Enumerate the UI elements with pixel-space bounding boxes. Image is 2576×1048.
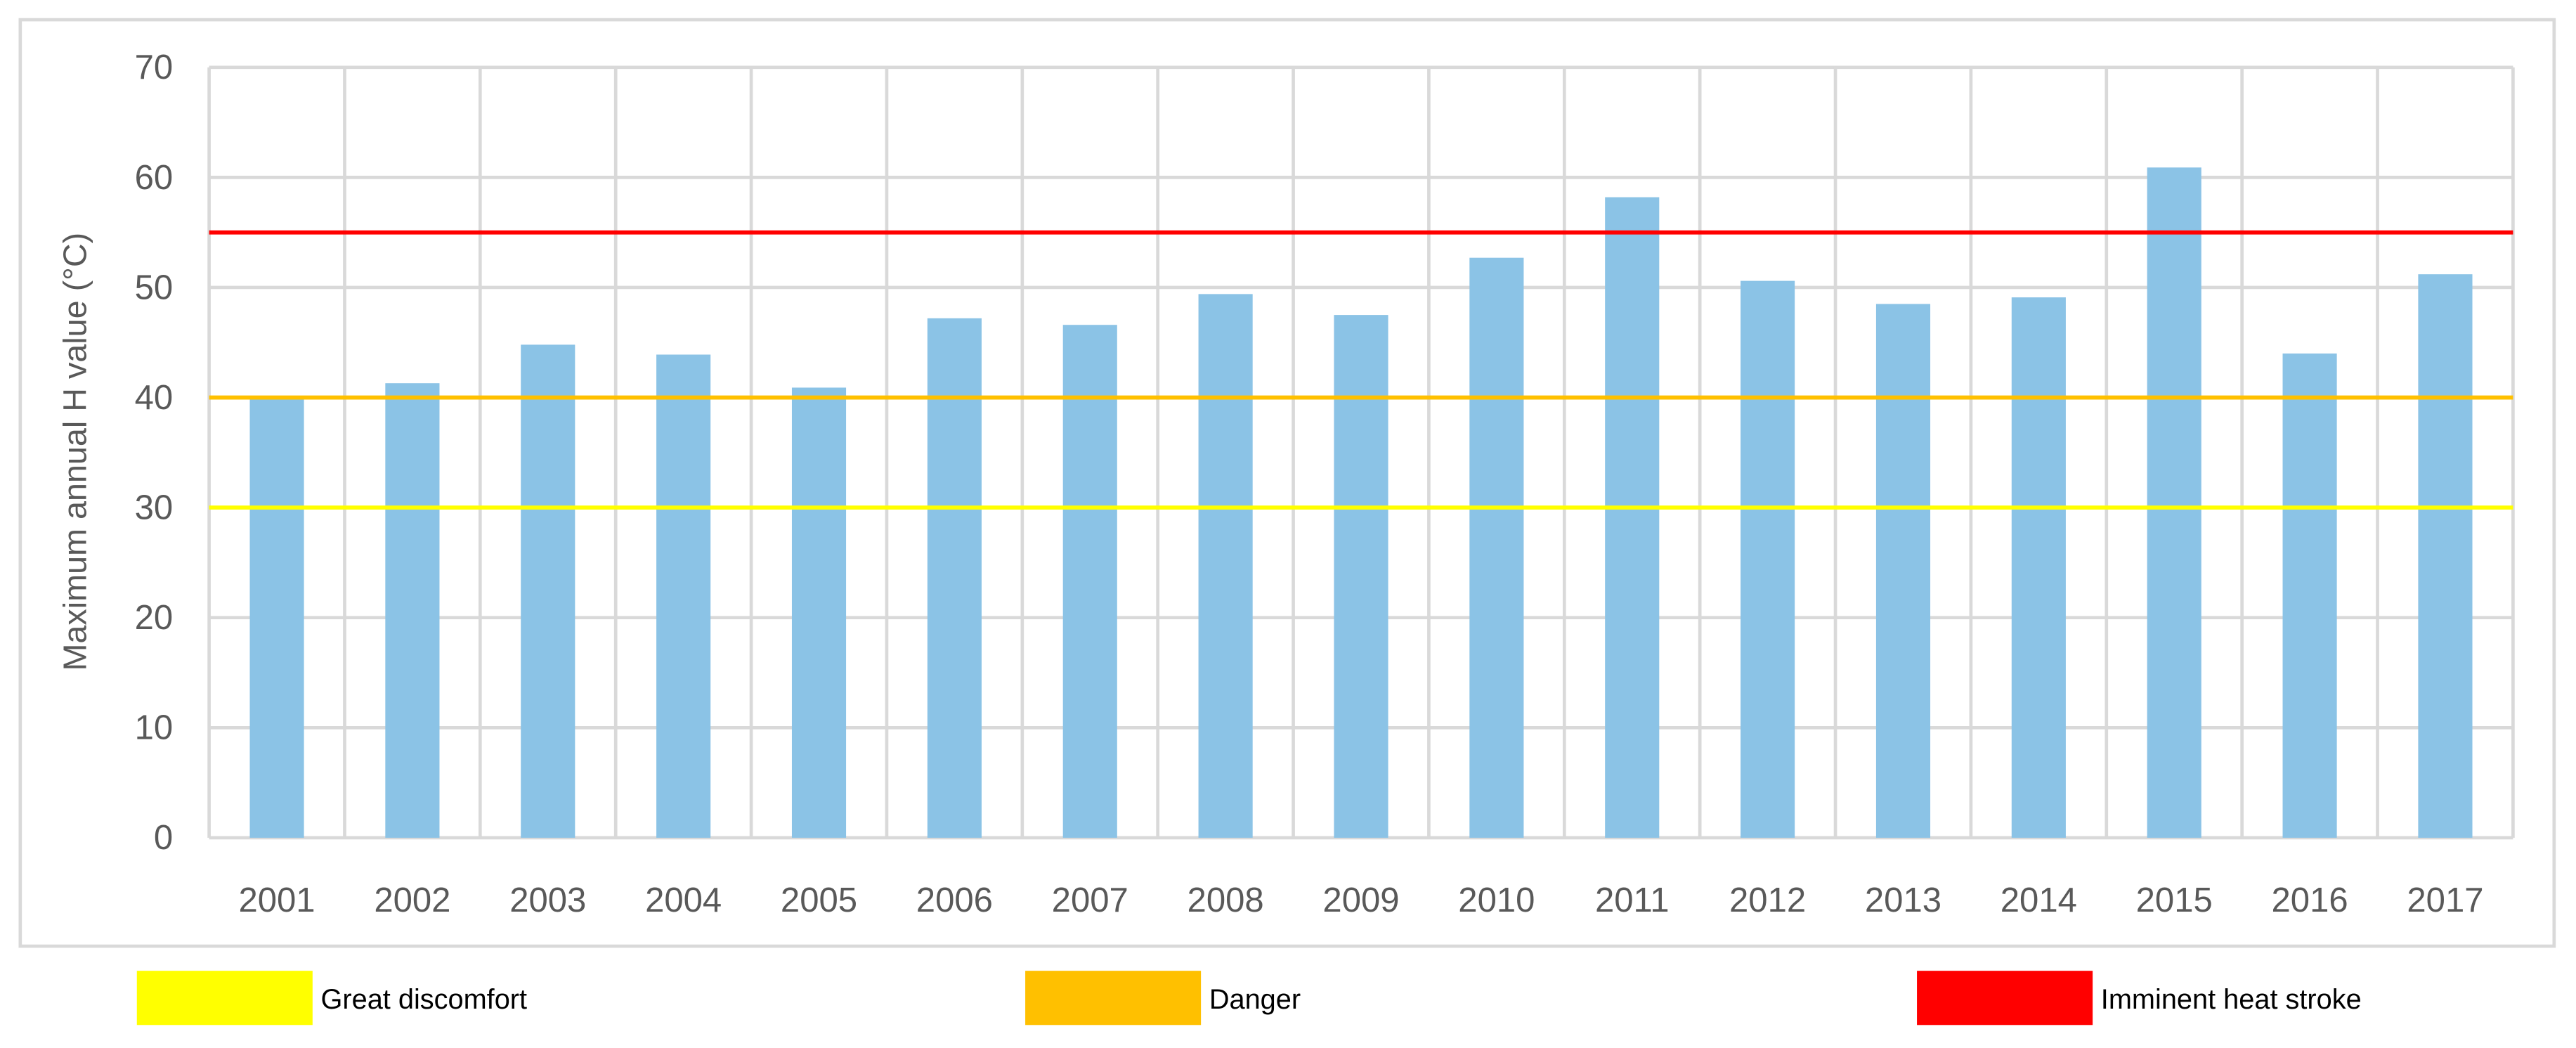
x-tick-label: 2001 [238,881,315,919]
bar-2013 [1875,304,1931,838]
bar-2006 [927,318,982,838]
y-axis-title: Maximum annual H value (°C) [56,233,93,671]
legend-label: Danger [1209,984,1301,1015]
bars [249,167,2473,838]
gridlines [207,65,2515,840]
threshold-lines [209,230,2513,510]
legend-label: Imminent heat stroke [2101,984,2362,1015]
bar-2005 [791,387,847,838]
x-tick-label: 2017 [2407,881,2483,919]
x-tick-label: 2013 [1865,881,1941,919]
y-tick-label: 50 [135,269,174,306]
x-tick-label: 2014 [2001,881,2077,919]
legend-swatch [1025,971,1202,1026]
x-tick-label: 2012 [1729,881,1806,919]
x-tick-label: 2016 [2272,881,2348,919]
chart-frame [18,18,2556,948]
y-tick-label: 70 [135,48,174,86]
bar-2008 [1198,294,1253,838]
legend: Great discomfort Danger Imminent heat stro… [136,971,2362,1026]
bar-2016 [2282,353,2337,838]
y-tick-labels: 0 10 20 30 40 50 60 70 [135,48,174,857]
x-tick-label: 2010 [1458,881,1535,919]
bar-2012 [1741,280,1795,838]
x-tick-label: 2002 [374,881,450,919]
x-tick-label: 2009 [1322,881,1399,919]
bar-2007 [1062,325,1117,838]
bar-2015 [2147,167,2201,838]
y-tick-label: 0 [154,819,173,857]
bar-2010 [1469,257,1524,838]
bar-2009 [1334,315,1388,838]
bar-2001 [249,396,304,838]
y-tick-label: 10 [135,709,174,747]
x-tick-label: 2003 [509,881,586,919]
y-tick-label: 30 [135,489,174,526]
x-tick-label: 2015 [2136,881,2213,919]
x-tick-label: 2004 [645,881,722,919]
x-tick-label: 2007 [1052,881,1128,919]
x-tick-label: 2011 [1595,881,1670,919]
y-tick-label: 20 [135,599,174,637]
bar-2004 [656,354,711,838]
x-tick-label: 2005 [781,881,857,919]
legend-swatch [136,971,313,1026]
bar-2002 [385,383,440,838]
x-tick-label: 2008 [1188,881,1264,919]
bar-2003 [521,344,575,838]
bar-2017 [2418,274,2473,838]
x-tick-label: 2006 [916,881,993,919]
y-tick-label: 40 [135,379,174,417]
bar-2014 [2011,297,2066,838]
bar-2011 [1605,197,1660,838]
y-tick-label: 60 [135,159,174,197]
legend-swatch [1917,971,2093,1026]
legend-label: Great discomfort [321,984,528,1015]
x-tick-labels: 2001 2002 2003 2004 2005 2006 2007 2008 2009 2010… [238,881,2483,919]
